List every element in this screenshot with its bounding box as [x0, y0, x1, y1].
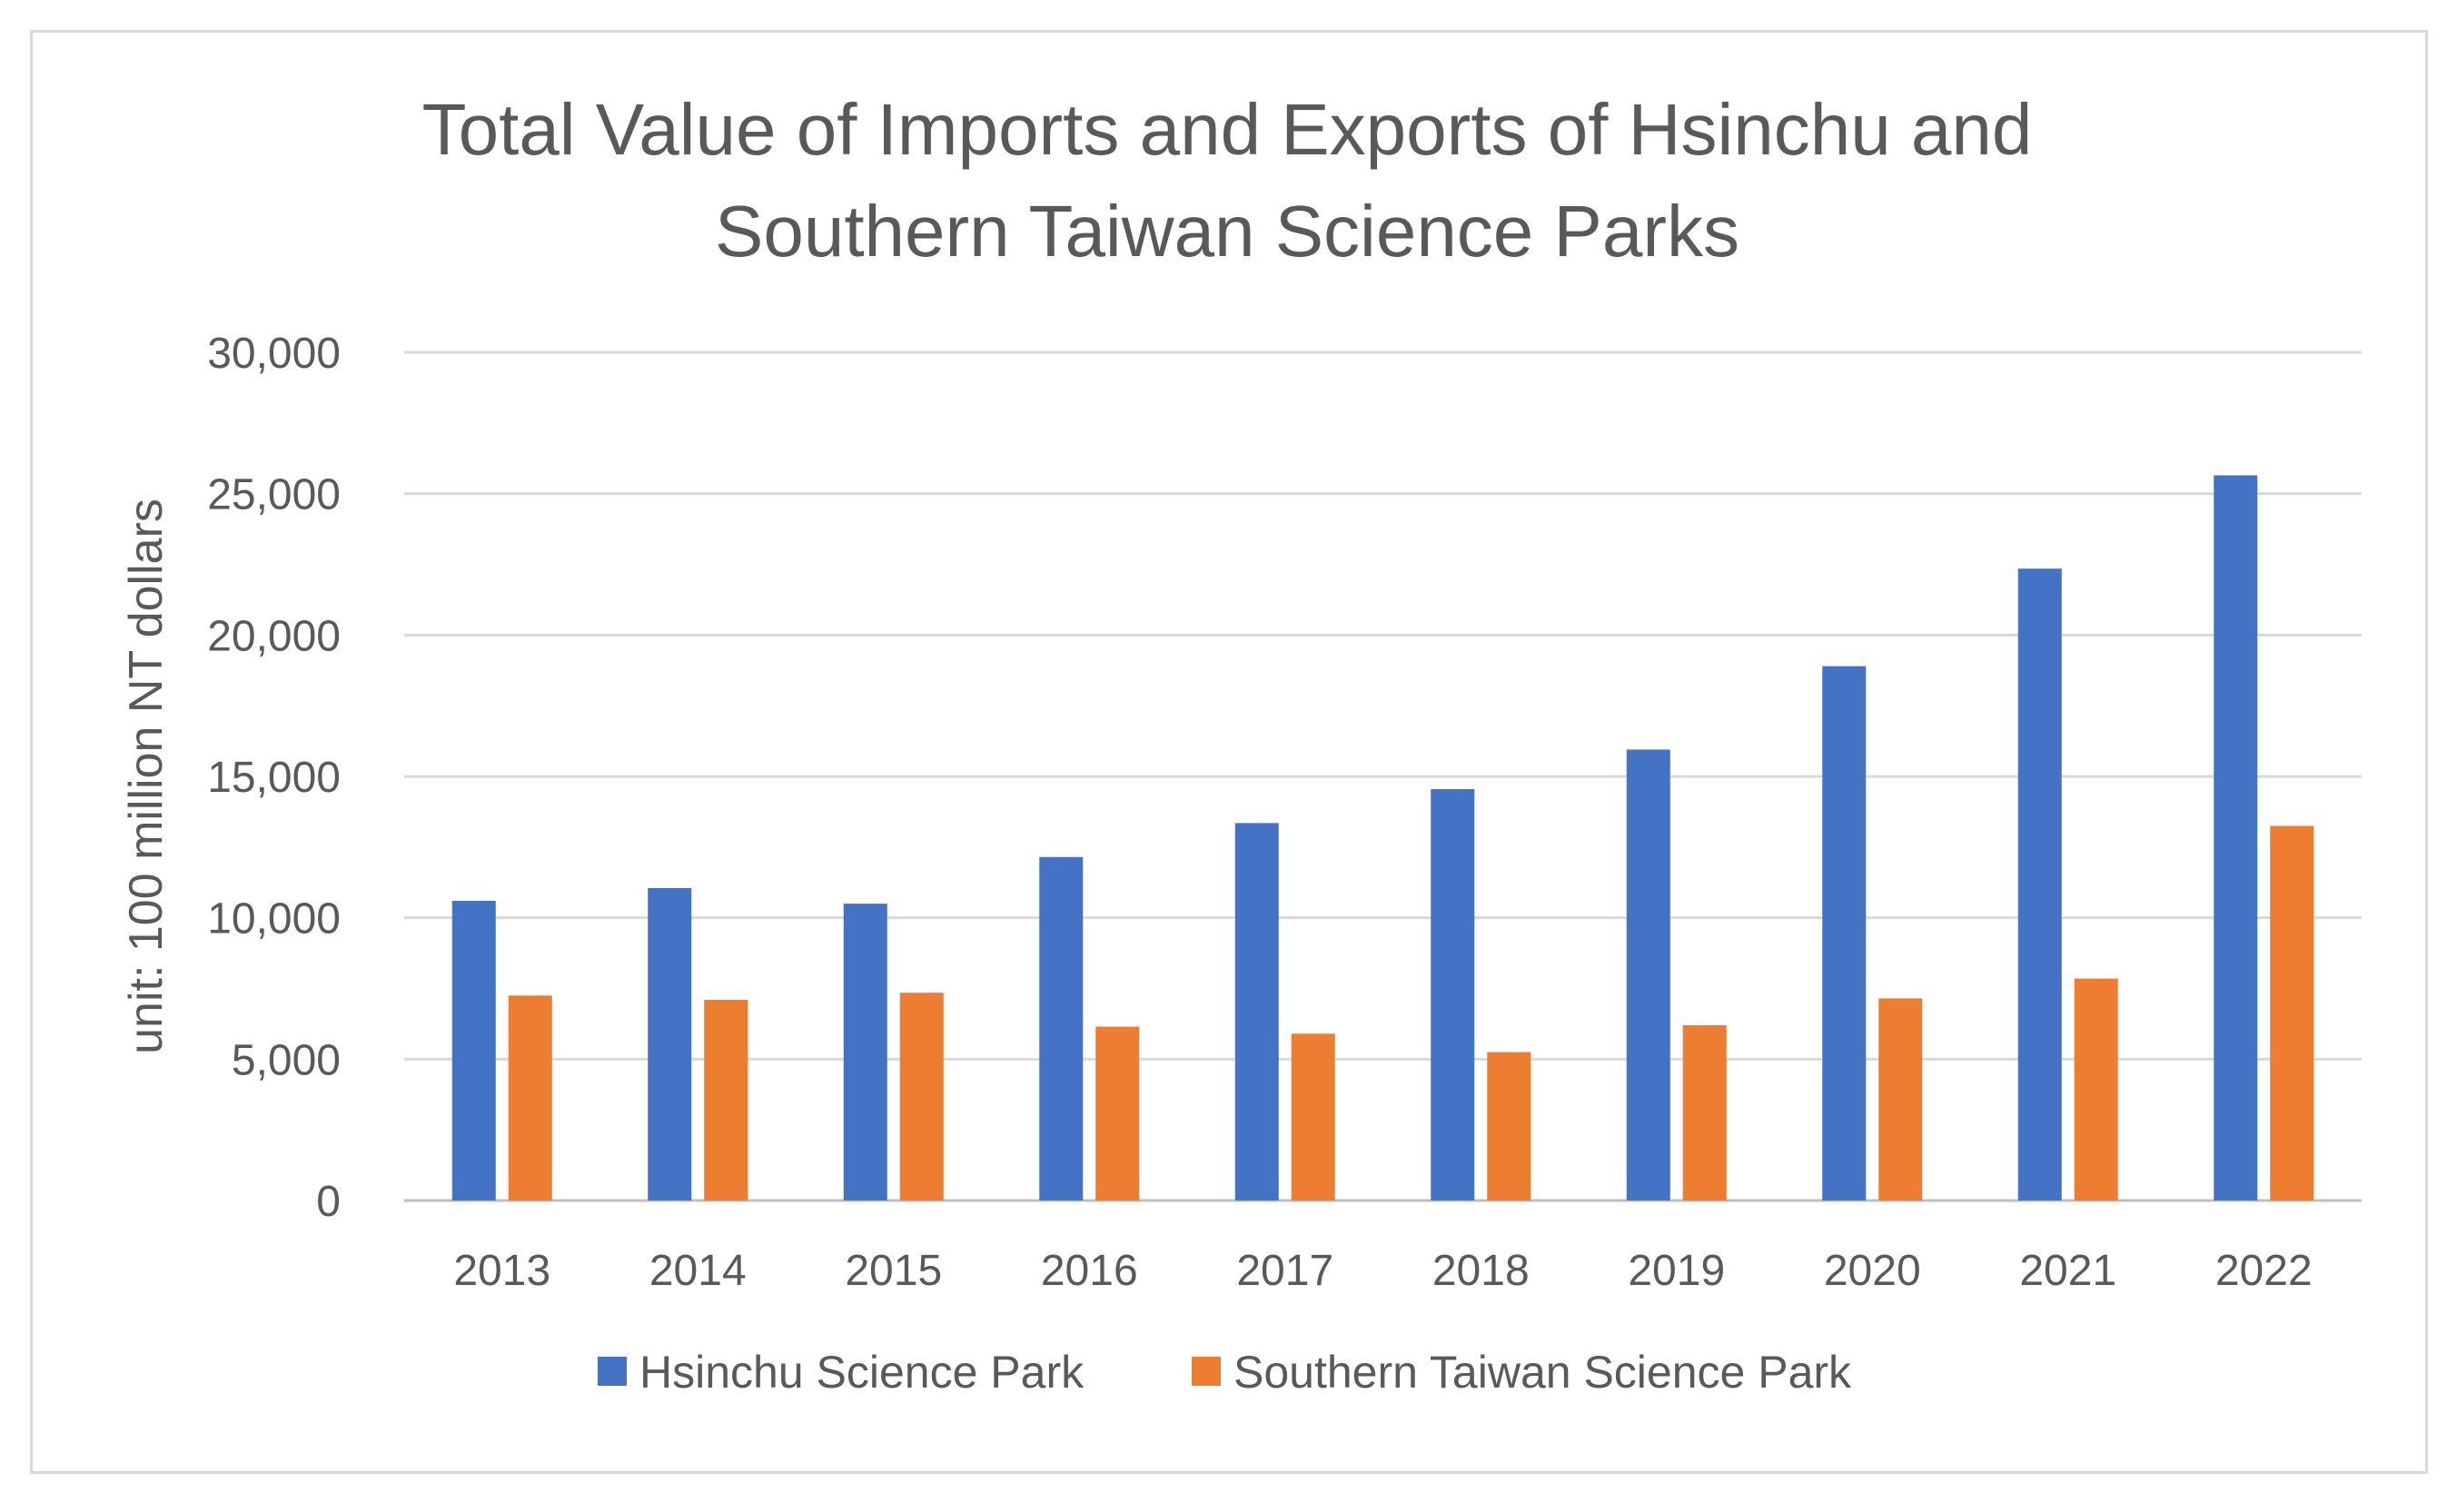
bar-southern-taiwan-science-park-2013 [508, 995, 552, 1201]
y-tick-label: 30,000 [207, 330, 341, 378]
bar-hsinchu-science-park-2015 [843, 904, 887, 1201]
legend-swatch [1192, 1357, 1221, 1386]
legend-swatch [598, 1357, 627, 1386]
bar-hsinchu-science-park-2014 [648, 887, 692, 1201]
x-tick-label: 2016 [1041, 1247, 1138, 1295]
bar-southern-taiwan-science-park-2020 [1878, 998, 1923, 1201]
bar-hsinchu-science-park-2022 [2214, 475, 2258, 1201]
y-tick-label: 25,000 [207, 471, 341, 519]
y-tick-label: 10,000 [207, 895, 341, 944]
chart-title-line-2: Southern Taiwan Science Parks [715, 191, 1739, 272]
x-tick-label: 2018 [1432, 1247, 1530, 1295]
bar-hsinchu-science-park-2020 [1822, 666, 1867, 1201]
bar-hsinchu-science-park-2021 [2017, 568, 2062, 1201]
y-axis-label: unit: 100 million NT dollars [120, 499, 173, 1054]
bar-southern-taiwan-science-park-2018 [1487, 1052, 1531, 1201]
bar-hsinchu-science-park-2013 [451, 900, 496, 1201]
y-tick-label: 20,000 [207, 612, 341, 660]
y-axis-ticks: 0 5,000 10,000 15,000 20,000 25,000 30,000 [207, 330, 341, 1226]
bar-southern-taiwan-science-park-2017 [1291, 1033, 1335, 1201]
bar-southern-taiwan-science-park-2019 [1682, 1024, 1727, 1201]
x-tick-label: 2014 [649, 1247, 747, 1295]
y-tick-label: 15,000 [207, 754, 341, 802]
bar-hsinchu-science-park-2017 [1234, 823, 1279, 1201]
bar-hsinchu-science-park-2018 [1431, 789, 1475, 1201]
bar-southern-taiwan-science-park-2015 [899, 993, 944, 1201]
x-tick-label: 2017 [1236, 1247, 1333, 1295]
y-tick-label: 0 [316, 1178, 341, 1226]
bar-southern-taiwan-science-park-2021 [2074, 978, 2118, 1201]
bars [451, 475, 2314, 1201]
x-tick-label: 2015 [845, 1247, 942, 1295]
chart-title-line-1: Total Value of Imports and Exports of Hs… [422, 89, 2033, 170]
x-axis-ticks: 2013 2014 2015 2016 2017 2018 2019 2020 2021 2022 [453, 1247, 2312, 1295]
gridlines [404, 351, 2362, 1202]
legend-label: Southern Taiwan Science Park [1233, 1347, 1852, 1398]
x-tick-label: 2013 [453, 1247, 550, 1295]
y-tick-label: 5,000 [232, 1036, 341, 1084]
bar-hsinchu-science-park-2016 [1039, 856, 1084, 1201]
bar-southern-taiwan-science-park-2016 [1095, 1026, 1140, 1201]
x-tick-label: 2021 [2019, 1247, 2116, 1295]
chart-title: Total Value of Imports and Exports of Hs… [422, 89, 2033, 272]
bar-southern-taiwan-science-park-2014 [704, 999, 748, 1201]
bar-hsinchu-science-park-2019 [1626, 749, 1670, 1201]
x-tick-label: 2020 [1824, 1247, 1921, 1295]
bar-southern-taiwan-science-park-2022 [2270, 825, 2314, 1201]
x-tick-label: 2019 [1628, 1247, 1725, 1295]
legend-label: Hsinchu Science Park [639, 1347, 1085, 1398]
legend: Hsinchu Science Park Southern Taiwan Scie… [598, 1347, 1852, 1398]
x-tick-label: 2022 [2215, 1247, 2313, 1295]
